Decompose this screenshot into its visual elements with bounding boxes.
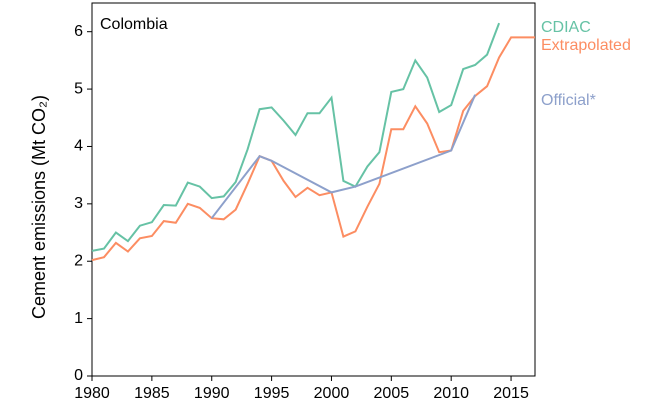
x-tick-label: 1995: [254, 385, 290, 402]
annotation: Colombia: [100, 16, 168, 33]
x-tick-label: 2005: [374, 385, 410, 402]
x-tick-label: 2000: [314, 385, 350, 402]
plot-frame: [91, 2, 536, 377]
y-tick-label: 5: [74, 80, 83, 97]
x-tick-label: 2015: [493, 385, 529, 402]
y-axis-label: Cement emissions (Mt CO₂): [29, 95, 49, 319]
y-tick-label: 0: [74, 367, 83, 384]
legend-label: Extrapolated: [541, 37, 631, 54]
x-tick-label: 1990: [194, 385, 230, 402]
x-tick-label: 1985: [134, 385, 170, 402]
y-tick-label: 2: [74, 252, 83, 269]
legend-label: Official*: [541, 92, 596, 109]
y-tick-label: 4: [74, 138, 83, 155]
x-tick-label: 1980: [74, 385, 110, 402]
y-tick-label: 6: [74, 23, 83, 40]
series-line: [210, 94, 477, 219]
series-line: [91, 22, 501, 252]
x-tick-label: 2010: [433, 385, 469, 402]
y-tick-label: 3: [74, 195, 83, 212]
y-tick-label: 1: [74, 310, 83, 327]
legend-label: CDIAC: [541, 19, 591, 36]
series-line: [91, 36, 535, 262]
